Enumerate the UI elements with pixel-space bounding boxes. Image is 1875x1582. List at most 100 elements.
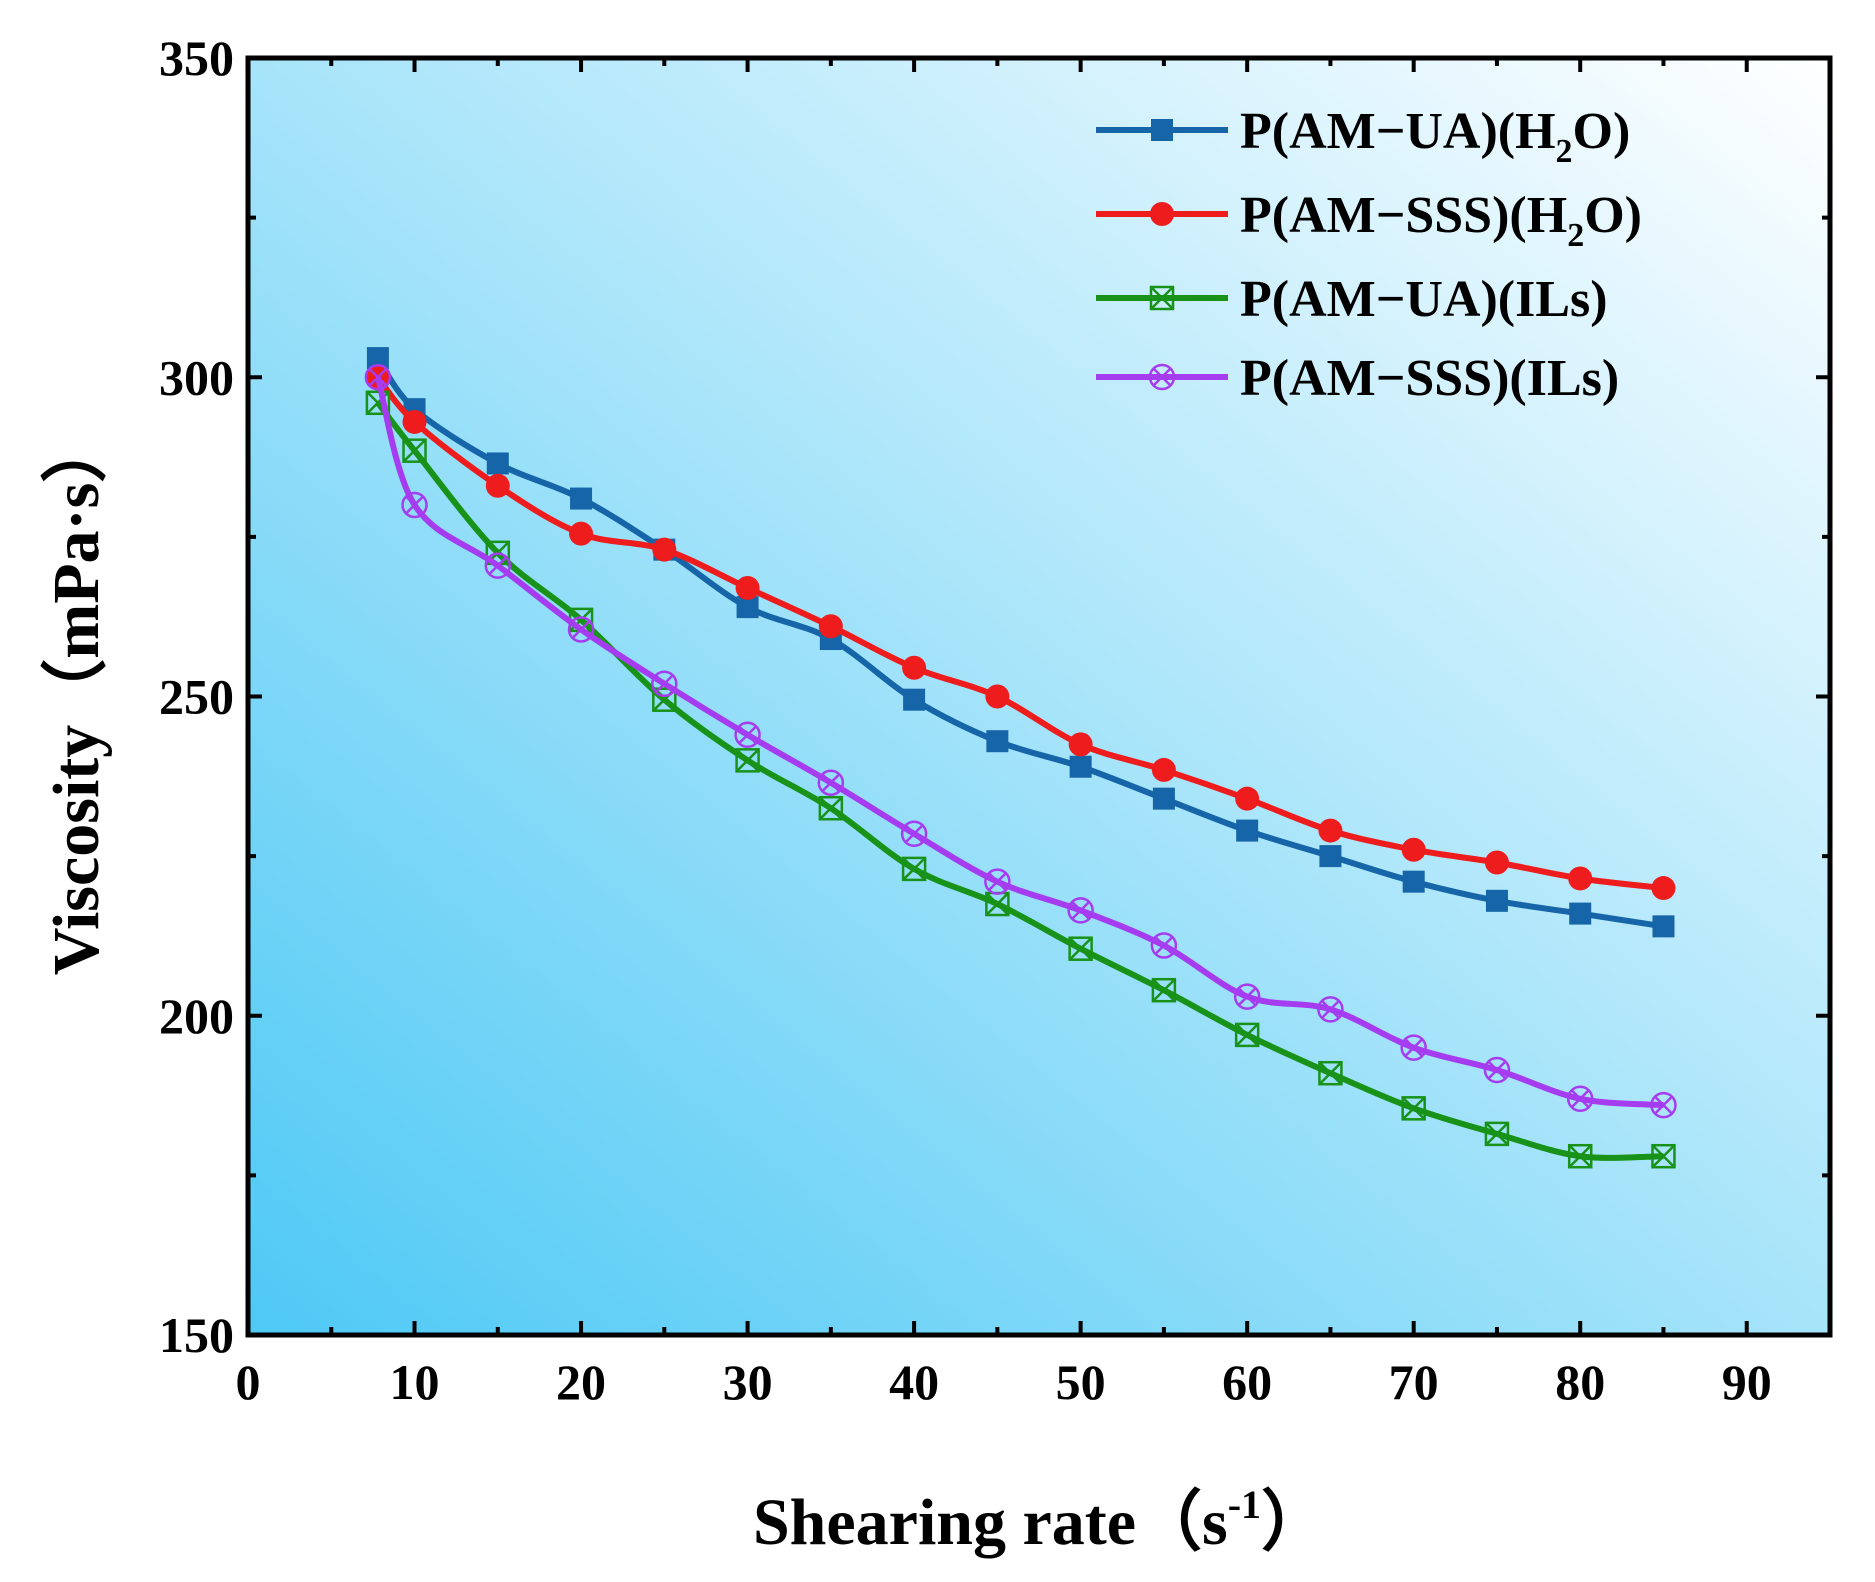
legend-label-subscript: 2 [1567,217,1584,254]
data-point [1067,897,1094,924]
legend-label: P(AM−SSS)(ILs) [1240,350,1619,407]
legend-label-end: O) [1573,103,1631,160]
y-tick-label: 300 [159,349,234,405]
data-point [1484,850,1509,875]
data-point [1235,786,1260,811]
series-layer [364,347,1677,1169]
legend-label-subscript: 2 [1556,133,1573,170]
data-point [402,409,427,434]
x-tick-label: 70 [1389,1354,1439,1410]
data-point [1483,1056,1511,1084]
data-point [1484,1121,1510,1147]
data-point [366,347,389,370]
data-point [735,748,760,773]
y-axis-title: Viscosity（mPa·s） [39,417,113,976]
data-point [1150,932,1178,959]
x-tick-label: 80 [1555,1354,1605,1410]
x-tick-label: 90 [1722,1354,1772,1410]
data-point [985,684,1010,709]
series-line [375,400,1664,1161]
x-tick-label: 60 [1222,1354,1272,1410]
data-point [734,721,761,749]
data-point [1566,1085,1594,1113]
data-point [900,820,928,848]
data-point [1650,1091,1677,1119]
legend-item: P(AM−SSS)(ILs) [1096,350,1619,407]
data-point [1151,977,1177,1003]
legend-label-end: O) [1584,187,1642,244]
data-point [485,473,510,498]
legend-label: P(AM−UA)(ILs) [1240,271,1608,328]
data-point [1319,845,1342,868]
legend-label-main: P(AM−UA)(ILs) [1240,271,1608,328]
data-point [986,730,1009,753]
data-point [569,521,594,546]
data-point [486,452,509,475]
data-point [1569,902,1592,925]
x-axis-title-main: Shearing rate（s [753,1485,1228,1559]
data-point [401,491,428,519]
y-tick-label: 200 [159,988,234,1044]
data-point [818,614,843,639]
data-point [484,552,512,579]
axes: 0 10 20 30 40 50 60 70 80 90 150 200 250 300 350 [159,30,1830,1410]
data-point [1652,915,1675,938]
data-point [1651,1143,1676,1169]
data-point [1318,1060,1343,1086]
data-point [1152,787,1175,810]
y-tick-label: 250 [159,669,234,725]
y-tick-label: 150 [159,1307,234,1363]
data-point [1069,755,1092,778]
legend-marker [1148,363,1176,391]
data-point [1234,1022,1260,1048]
data-point [903,688,926,711]
series-line [375,376,1664,1109]
data-point [1318,818,1343,843]
x-tick-label: 20 [556,1354,606,1410]
data-point [1068,936,1093,961]
x-tick-label: 50 [1056,1354,1106,1410]
data-point [570,487,593,510]
series-1 [366,347,1675,938]
plot-area [248,58,1830,1335]
x-tick-label: 30 [723,1354,773,1410]
data-point [1151,757,1176,782]
legend-item: P(AM−UA)(ILs) [1096,271,1608,328]
data-point [364,364,392,391]
legend-label-main: P(AM−UA)(H [1240,103,1556,160]
x-axis-title-close: ） [1261,1485,1327,1559]
x-tick-label: 10 [390,1354,440,1410]
legend-marker [1150,202,1174,226]
data-point [901,856,927,882]
data-point [902,655,927,680]
data-point [735,575,760,600]
legend-label: P(AM−UA)(H2O) [1240,103,1630,170]
data-point [1236,819,1259,842]
y-tick-label: 350 [159,30,234,86]
data-point [984,868,1011,895]
data-point [1401,1096,1426,1121]
data-point [1068,732,1093,757]
data-point [652,537,677,562]
data-point [1400,1034,1427,1061]
data-point [1401,837,1426,862]
legend-item: P(AM−SSS)(H2O) [1096,187,1642,254]
series-4 [364,364,1677,1119]
x-tick-label: 40 [889,1354,939,1410]
data-point [1402,870,1425,893]
x-axis-title: Shearing rate（s-1） [753,1482,1327,1559]
data-point [817,769,845,796]
legend-item: P(AM−UA)(H2O) [1096,103,1630,170]
legend-marker [1149,285,1175,311]
data-point [1567,1143,1593,1169]
data-point [818,795,844,821]
legend-label-main: P(AM−SSS)(ILs) [1240,350,1619,407]
legend-label: P(AM−SSS)(H2O) [1240,187,1642,254]
data-point [1233,983,1261,1010]
legend-label-main: P(AM−SSS)(H [1240,187,1567,244]
data-point [1485,889,1508,912]
data-point [567,616,595,643]
legend-marker [1151,119,1173,141]
data-point [651,670,678,697]
